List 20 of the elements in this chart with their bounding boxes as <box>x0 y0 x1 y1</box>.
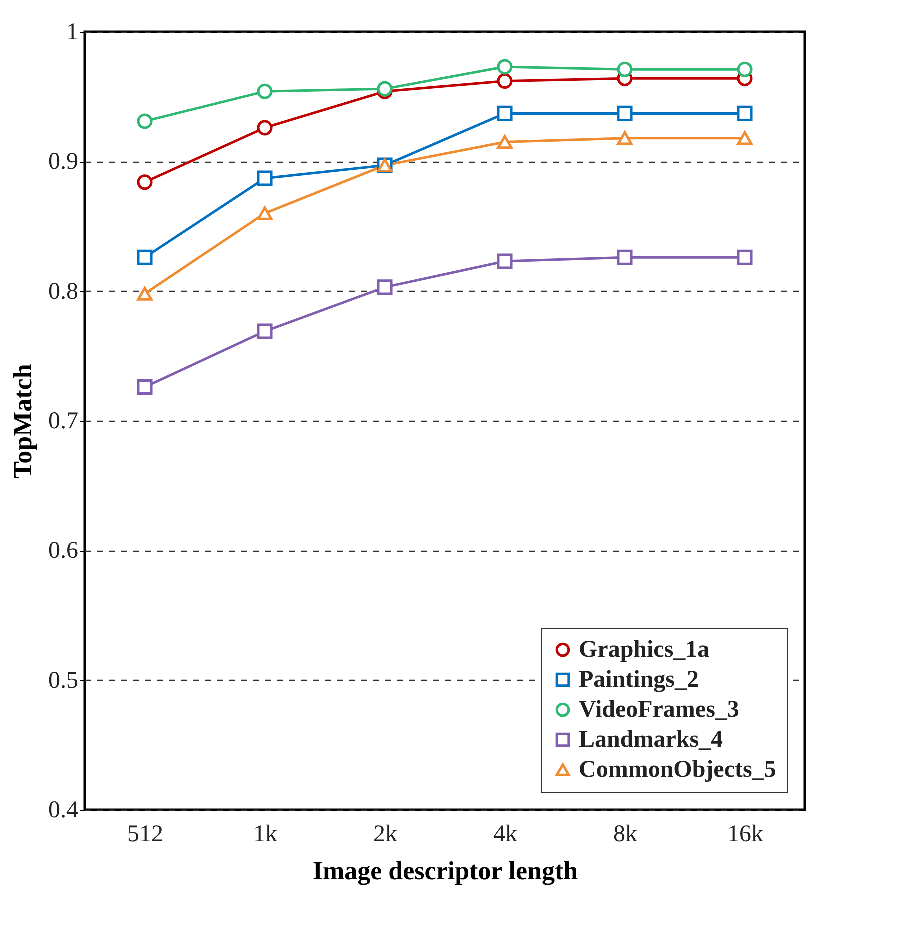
x-axis-title: Image descriptor length <box>312 856 579 886</box>
y-tick-label: 1 <box>66 20 78 46</box>
legend-label: VideoFrames_3 <box>579 697 740 723</box>
x-tick-label: 2k <box>374 822 398 848</box>
x-tick-label: 8k <box>614 822 638 848</box>
y-tick-label: 0.7 <box>48 408 78 434</box>
legend-label: Paintings_2 <box>579 667 700 693</box>
x-tick-label: 4k <box>494 822 518 848</box>
x-tick-label: 1k <box>254 822 278 848</box>
y-tick-label: 0.8 <box>48 278 78 305</box>
y-tick-label: 0.9 <box>48 149 78 176</box>
y-tick-label: 0.4 <box>48 798 78 824</box>
x-tick-label: 16k <box>728 822 764 848</box>
x-tick-label: 512 <box>128 822 164 848</box>
y-tick-label: 0.6 <box>48 538 78 564</box>
legend-label: Graphics_1a <box>579 637 710 663</box>
y-axis-title: TopMatch <box>8 364 38 479</box>
y-tick-label: 0.5 <box>48 668 78 694</box>
legend-label: CommonObjects_5 <box>579 757 776 783</box>
legend-label: Landmarks_4 <box>579 727 724 753</box>
